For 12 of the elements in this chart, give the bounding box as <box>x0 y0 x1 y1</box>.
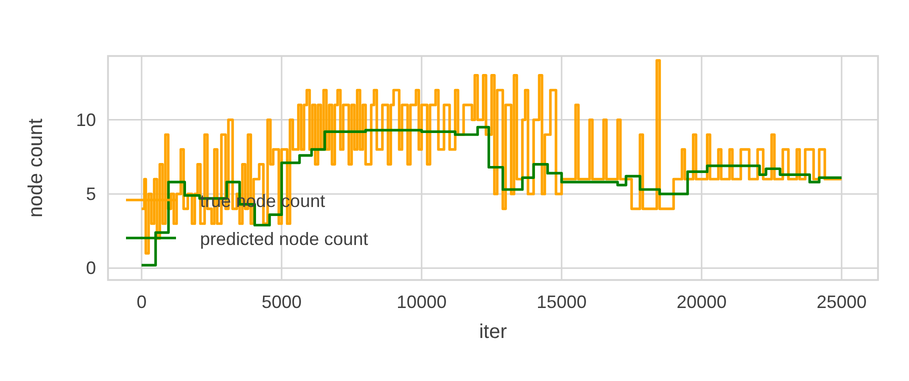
x-tick-label: 25000 <box>816 292 867 312</box>
y-tick-label: 5 <box>86 184 96 204</box>
y-axis-title: node count <box>25 118 47 218</box>
x-tick-label: 15000 <box>536 292 587 312</box>
x-axis-title: iter <box>479 321 508 343</box>
x-tick-label: 20000 <box>676 292 727 312</box>
y-tick-label: 10 <box>76 110 96 130</box>
x-tick-label: 5000 <box>262 292 302 312</box>
x-tick-label: 10000 <box>396 292 447 312</box>
y-tick-label: 0 <box>86 258 96 278</box>
legend-label: predicted node count <box>200 229 368 249</box>
x-tick-label: 0 <box>136 292 147 312</box>
